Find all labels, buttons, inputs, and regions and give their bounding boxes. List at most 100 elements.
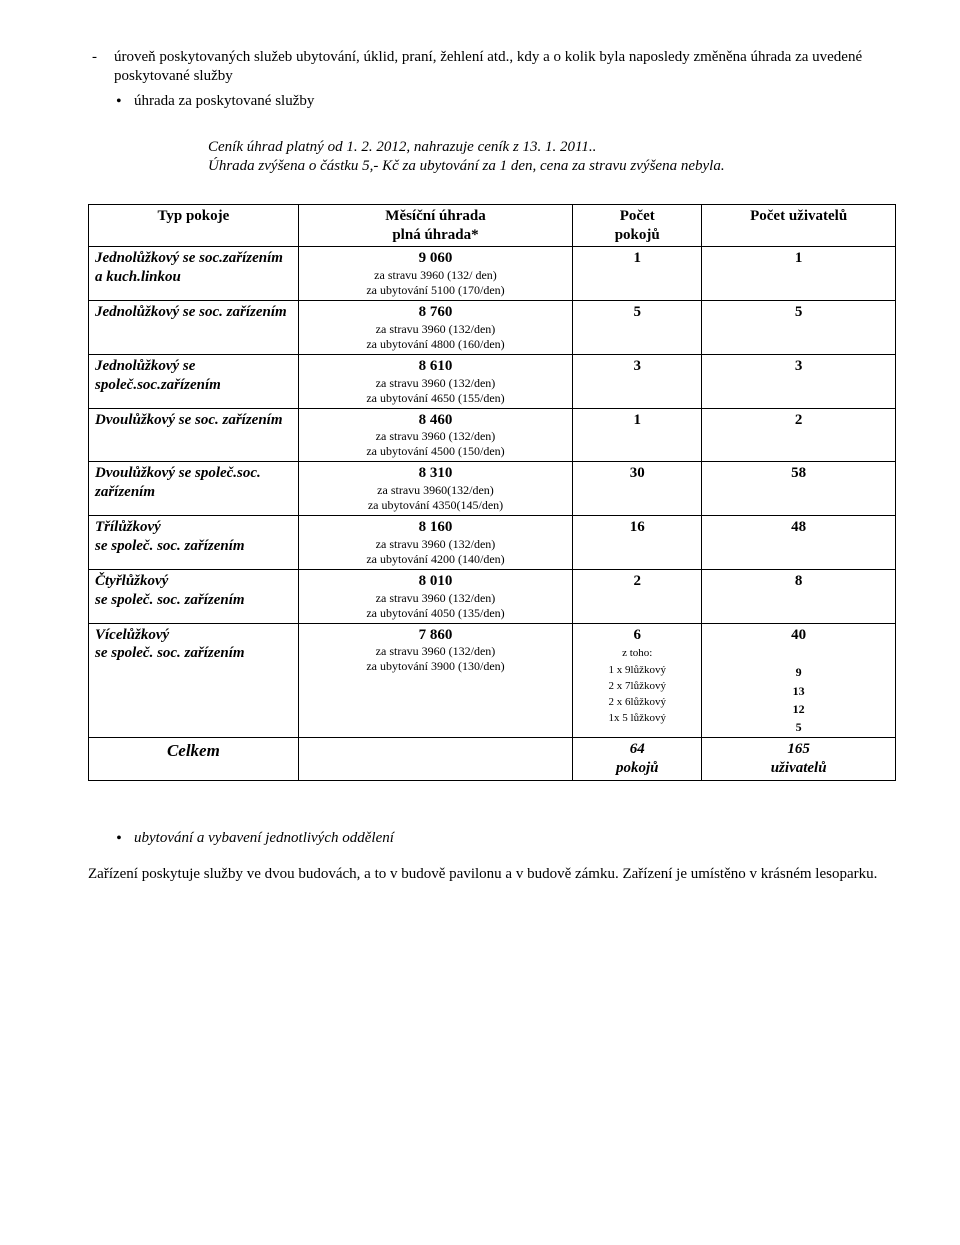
cell-fee: 8 460za stravu 3960 (132/den)za ubytován… [298, 408, 572, 462]
cell-rooms: 2 [573, 569, 702, 623]
fee-sub2: za ubytování 4800 (160/den) [305, 337, 566, 352]
footer-paragraph: Zařízení poskytuje služby ve dvou budová… [88, 865, 896, 884]
fee-sub1: za stravu 3960 (132/ den) [305, 268, 566, 283]
cell-rooms: 5 [573, 301, 702, 355]
users-main: 3 [795, 358, 803, 374]
rooms-main: 2 [633, 573, 641, 589]
users-main: 40 [791, 627, 806, 643]
intro-dash-item: úroveň poskytovaných služeb ubytování, ú… [88, 48, 896, 86]
rooms-sub: 1x 5 lůžkový [579, 711, 695, 725]
cell-users: 2 [702, 408, 896, 462]
th-type: Typ pokoje [89, 204, 299, 247]
price-note: Ceník úhrad platný od 1. 2. 2012, nahraz… [208, 138, 896, 176]
intro-dot-list: úhrada za poskytované služby [88, 92, 896, 111]
fee-sub2: za ubytování 5100 (170/den) [305, 283, 566, 298]
total-empty [298, 738, 572, 781]
cell-users: 48 [702, 516, 896, 570]
pricing-table: Typ pokoje Měsíční úhrada plná úhrada* P… [88, 204, 896, 781]
cell-type: Jednolůžkový se společ.soc.zařízením [89, 354, 299, 408]
cell-type: Dvoulůžkový se soc. zařízením [89, 408, 299, 462]
rooms-sub: 1 x 9lůžkový [579, 663, 695, 677]
fee-main: 8 310 [305, 464, 566, 483]
cell-rooms: 3 [573, 354, 702, 408]
cell-rooms: 30 [573, 462, 702, 516]
fee-sub1: za stravu 3960 (132/den) [305, 429, 566, 444]
cell-users: 40 913125 [702, 623, 896, 738]
fee-sub1: za stravu 3960(132/den) [305, 483, 566, 498]
cell-users: 5 [702, 301, 896, 355]
fee-sub1: za stravu 3960 (132/den) [305, 322, 566, 337]
fee-sub2: za ubytování 4650 (155/den) [305, 391, 566, 406]
rooms-main: 1 [633, 412, 641, 428]
cell-type: Třílůžkovýse společ. soc. zařízením [89, 516, 299, 570]
footer-dot-list: ubytování a vybavení jednotlivých odděle… [88, 829, 896, 848]
th-rooms-l1: Počet [620, 208, 655, 224]
rooms-sub: 2 x 6lůžkový [579, 695, 695, 709]
table-row: Čtyřlůžkovýse společ. soc. zařízením8 01… [89, 569, 896, 623]
total-rooms-w: pokojů [616, 760, 659, 776]
table-total-row: Celkem 64pokojů 165 uživatelů [89, 738, 896, 781]
cell-fee: 8 310za stravu 3960(132/den)za ubytování… [298, 462, 572, 516]
total-users-n: 165 [787, 741, 810, 757]
cell-fee: 8 010za stravu 3960 (132/den)za ubytován… [298, 569, 572, 623]
rooms-main: 6 [633, 627, 641, 643]
rooms-sub: z toho: [579, 646, 695, 660]
fee-main: 8 010 [305, 572, 566, 591]
table-row: Jednolůžkový se společ.soc.zařízením 8 61… [89, 354, 896, 408]
rooms-main: 3 [633, 358, 641, 374]
table-header-row: Typ pokoje Měsíční úhrada plná úhrada* P… [89, 204, 896, 247]
cell-type: Vícelůžkovýse společ. soc. zařízením [89, 623, 299, 738]
fee-sub1: za stravu 3960 (132/den) [305, 644, 566, 659]
users-sub: 5 [708, 719, 889, 735]
users-main: 1 [795, 250, 803, 266]
rooms-main: 1 [633, 250, 641, 266]
cell-users: 8 [702, 569, 896, 623]
table-row: Jednolůžkový se soc. zařízením8 760za st… [89, 301, 896, 355]
users-sub: 9 [708, 664, 889, 680]
th-rooms-l2: pokojů [615, 227, 660, 243]
cell-fee: 8 760za stravu 3960 (132/den)za ubytován… [298, 301, 572, 355]
cell-users: 58 [702, 462, 896, 516]
total-users: 165 uživatelů [702, 738, 896, 781]
cell-rooms: 1 [573, 247, 702, 301]
fee-main: 8 610 [305, 357, 566, 376]
total-label: Celkem [89, 738, 299, 781]
cell-type: Dvoulůžkový se společ.soc. zařízením [89, 462, 299, 516]
cell-rooms: 1 [573, 408, 702, 462]
fee-sub2: za ubytování 4050 (135/den) [305, 606, 566, 621]
table-row: Dvoulůžkový se společ.soc. zařízením8 31… [89, 462, 896, 516]
cell-type: Jednolůžkový se soc. zařízením [89, 301, 299, 355]
total-rooms: 64pokojů [573, 738, 702, 781]
table-row: Třílůžkovýse společ. soc. zařízením8 160… [89, 516, 896, 570]
users-main: 8 [795, 573, 803, 589]
rooms-main: 16 [630, 519, 645, 535]
th-users: Počet uživatelů [702, 204, 896, 247]
fee-sub2: za ubytování 4350(145/den) [305, 498, 566, 513]
cell-users: 3 [702, 354, 896, 408]
users-main: 48 [791, 519, 806, 535]
fee-main: 8 460 [305, 411, 566, 430]
fee-sub1: za stravu 3960 (132/den) [305, 537, 566, 552]
table-row: Vícelůžkovýse společ. soc. zařízením 7 86… [89, 623, 896, 738]
fee-main: 8 760 [305, 303, 566, 322]
users-main: 58 [791, 465, 806, 481]
total-users-w: uživatelů [771, 760, 827, 776]
footer-dot-item: ubytování a vybavení jednotlivých odděle… [88, 829, 896, 848]
users-main: 5 [795, 304, 803, 320]
price-note-line1: Ceník úhrad platný od 1. 2. 2012, nahraz… [208, 138, 896, 157]
th-fee-l2: plná úhrada* [392, 227, 478, 243]
table-row: Dvoulůžkový se soc. zařízením8 460za str… [89, 408, 896, 462]
price-note-line2: Úhrada zvýšena o částku 5,- Kč za ubytov… [208, 157, 896, 176]
cell-type: Čtyřlůžkovýse společ. soc. zařízením [89, 569, 299, 623]
cell-rooms: 6z toho:1 x 9lůžkový2 x 7lůžkový2 x 6lůž… [573, 623, 702, 738]
fee-main: 7 860 [305, 626, 566, 645]
cell-users: 1 [702, 247, 896, 301]
cell-fee: 8 160za stravu 3960 (132/den)za ubytován… [298, 516, 572, 570]
fee-sub1: za stravu 3960 (132/den) [305, 376, 566, 391]
cell-type: Jednolůžkový se soc.zařízením a kuch.lin… [89, 247, 299, 301]
table-row: Jednolůžkový se soc.zařízením a kuch.lin… [89, 247, 896, 301]
rooms-main: 5 [633, 304, 641, 320]
footer-text: Zařízení poskytuje služby ve dvou budová… [88, 865, 896, 884]
th-rooms: Počet pokojů [573, 204, 702, 247]
fee-sub1: za stravu 3960 (132/den) [305, 591, 566, 606]
